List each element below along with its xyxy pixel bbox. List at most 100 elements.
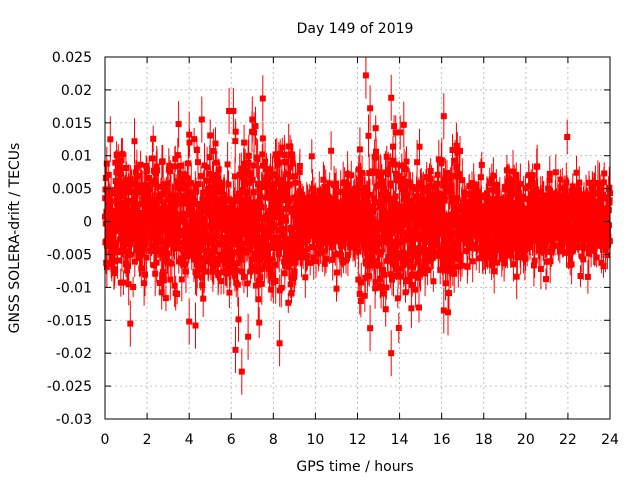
data-point bbox=[158, 191, 165, 198]
data-point bbox=[294, 219, 301, 226]
data-point bbox=[186, 131, 193, 138]
y-tick-label: 0.025 bbox=[52, 50, 92, 66]
data-point bbox=[207, 260, 214, 267]
x-tick-label: 6 bbox=[227, 432, 236, 448]
data-point bbox=[370, 208, 376, 215]
data-point bbox=[201, 268, 208, 275]
data-point bbox=[185, 241, 192, 248]
data-point bbox=[566, 242, 573, 249]
data-point bbox=[182, 268, 189, 275]
data-point bbox=[177, 228, 184, 235]
data-point bbox=[114, 257, 121, 264]
data-point bbox=[508, 206, 515, 213]
data-point bbox=[378, 248, 385, 255]
data-point bbox=[186, 139, 193, 146]
data-point bbox=[239, 268, 246, 275]
data-point bbox=[421, 226, 428, 233]
data-point bbox=[593, 254, 600, 261]
data-point bbox=[183, 195, 190, 202]
data-point bbox=[454, 167, 461, 174]
data-point bbox=[384, 171, 391, 178]
data-point bbox=[288, 290, 295, 297]
data-point bbox=[605, 222, 612, 229]
data-point bbox=[521, 250, 528, 257]
data-point bbox=[353, 208, 359, 215]
data-point bbox=[235, 316, 242, 323]
data-point bbox=[175, 221, 182, 228]
data-point bbox=[252, 123, 259, 130]
data-point bbox=[143, 254, 150, 261]
data-point bbox=[292, 173, 299, 180]
data-point bbox=[211, 248, 218, 255]
data-point bbox=[179, 255, 185, 262]
data-point bbox=[448, 254, 455, 261]
data-point bbox=[234, 260, 241, 267]
data-point bbox=[439, 205, 446, 212]
data-point bbox=[106, 229, 113, 235]
data-point bbox=[318, 197, 325, 204]
data-point bbox=[288, 230, 295, 237]
data-point bbox=[493, 181, 500, 188]
data-point bbox=[519, 204, 526, 211]
data-point bbox=[388, 216, 395, 223]
data-point bbox=[110, 247, 117, 254]
data-point bbox=[414, 208, 421, 215]
data-point bbox=[285, 250, 292, 257]
data-point bbox=[210, 264, 217, 271]
data-point bbox=[261, 224, 268, 231]
data-point bbox=[592, 238, 599, 245]
data-point bbox=[322, 185, 329, 192]
data-point bbox=[160, 181, 167, 188]
data-point bbox=[390, 209, 397, 216]
data-point bbox=[120, 180, 127, 187]
data-point bbox=[498, 224, 505, 230]
data-point bbox=[216, 179, 223, 186]
data-point bbox=[277, 219, 284, 226]
data-point bbox=[356, 208, 363, 215]
data-point bbox=[239, 197, 246, 204]
data-point bbox=[400, 196, 407, 203]
data-point bbox=[240, 218, 247, 225]
data-point bbox=[274, 234, 281, 241]
data-point bbox=[483, 235, 490, 242]
data-point bbox=[552, 197, 559, 204]
data-point bbox=[162, 295, 169, 302]
data-point bbox=[293, 245, 300, 252]
data-point bbox=[338, 253, 345, 260]
x-tick-label: 24 bbox=[601, 432, 619, 448]
data-point bbox=[207, 132, 214, 139]
data-point bbox=[579, 214, 586, 221]
data-point bbox=[568, 261, 575, 268]
data-point bbox=[119, 151, 126, 158]
data-point bbox=[272, 151, 279, 158]
data-point bbox=[175, 258, 182, 265]
data-point bbox=[269, 194, 276, 201]
data-point bbox=[122, 248, 129, 255]
data-point bbox=[103, 160, 110, 167]
data-point bbox=[315, 250, 322, 257]
data-point bbox=[282, 187, 289, 194]
data-point bbox=[374, 233, 381, 240]
data-point bbox=[300, 219, 307, 226]
data-point bbox=[103, 259, 110, 266]
data-point bbox=[369, 254, 376, 261]
data-point bbox=[198, 263, 205, 270]
data-point bbox=[399, 186, 405, 192]
data-point bbox=[360, 243, 367, 250]
data-point bbox=[302, 274, 309, 281]
data-point bbox=[488, 176, 495, 183]
data-point bbox=[426, 176, 433, 183]
data-point bbox=[120, 217, 127, 224]
data-point bbox=[141, 245, 148, 252]
data-point bbox=[250, 189, 257, 196]
data-point bbox=[243, 203, 250, 210]
data-point bbox=[212, 140, 219, 147]
data-point bbox=[411, 271, 418, 278]
data-point bbox=[251, 266, 258, 273]
data-point bbox=[357, 179, 364, 186]
data-point bbox=[601, 194, 607, 201]
data-point bbox=[116, 201, 123, 208]
data-point bbox=[490, 256, 497, 263]
data-point bbox=[140, 194, 147, 201]
data-point bbox=[255, 268, 262, 275]
